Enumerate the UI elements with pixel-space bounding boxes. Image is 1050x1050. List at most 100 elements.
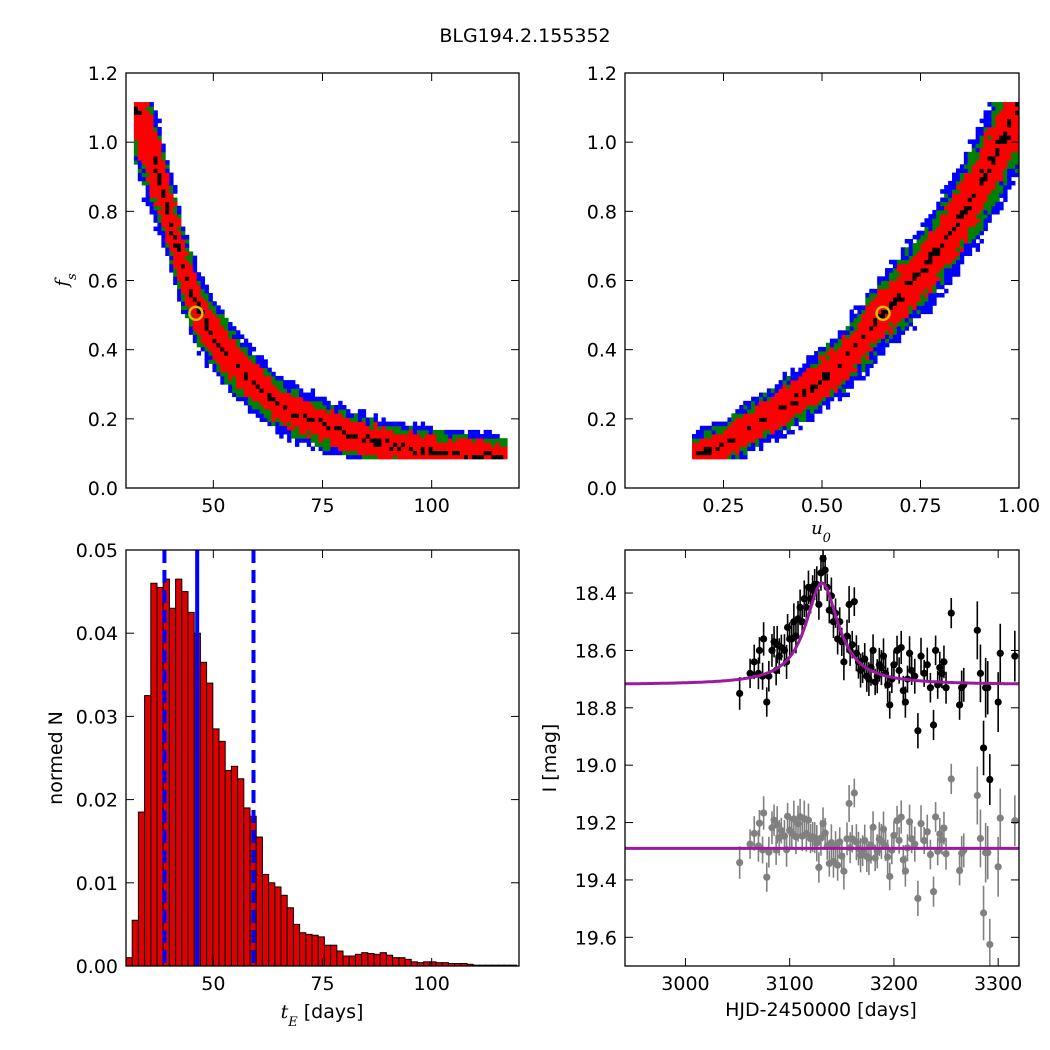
- likelihood-cell: [239, 359, 245, 364]
- likelihood-cell: [790, 409, 795, 414]
- likelihood-cell: [184, 297, 190, 302]
- likelihood-cell: [173, 268, 178, 273]
- data-point-upper-series: [798, 618, 806, 626]
- likelihood-cell: [177, 288, 182, 294]
- likelihood-cell: [719, 442, 724, 447]
- likelihood-cell: [141, 164, 147, 169]
- likelihood-cell: [963, 151, 969, 157]
- likelihood-cell: [940, 276, 945, 281]
- likelihood-cell: [141, 168, 147, 173]
- data-point-upper-series: [926, 684, 935, 692]
- likelihood-cell: [975, 168, 980, 173]
- likelihood-cell: [928, 226, 933, 232]
- likelihood-cell: [747, 446, 752, 452]
- likelihood-cell: [936, 222, 941, 227]
- likelihood-cell: [318, 417, 323, 422]
- likelihood-cell: [991, 193, 996, 198]
- fs-tE-ytick-label: 0.8: [88, 201, 118, 223]
- likelihood-cell: [452, 429, 457, 435]
- likelihood-cell: [955, 255, 961, 261]
- data-point-lower-series: [763, 873, 771, 881]
- likelihood-cell: [881, 288, 886, 294]
- likelihood-cell: [955, 272, 961, 277]
- likelihood-cell: [287, 429, 292, 435]
- likelihood-cell: [904, 239, 910, 244]
- likelihood-cell: [259, 359, 264, 364]
- likelihood-cell: [369, 429, 374, 435]
- likelihood-cell: [794, 417, 799, 422]
- model-curve-upper: [625, 581, 1019, 686]
- likelihood-cell: [165, 230, 170, 236]
- likelihood-cell: [766, 400, 772, 406]
- likelihood-cell: [302, 434, 308, 439]
- likelihood-cell: [165, 185, 170, 190]
- likelihood-cell: [782, 392, 787, 398]
- likelihood-cell: [259, 384, 264, 389]
- likelihood-cell: [228, 346, 233, 352]
- data-point-upper-series: [763, 698, 771, 706]
- likelihood-cell: [440, 429, 445, 435]
- likelihood-cell: [141, 122, 147, 128]
- likelihood-cell: [944, 234, 949, 240]
- likelihood-cell: [849, 346, 854, 352]
- likelihood-cell: [232, 392, 237, 398]
- likelihood-cell: [228, 367, 233, 373]
- likelihood-cell: [715, 425, 720, 431]
- likelihood-cell: [357, 409, 363, 414]
- likelihood-cell: [908, 247, 914, 252]
- likelihood-cell: [389, 425, 394, 431]
- likelihood-cell: [979, 164, 984, 169]
- likelihood-cell: [145, 172, 150, 178]
- likelihood-cell: [369, 450, 374, 456]
- likelihood-cell: [888, 268, 894, 273]
- likelihood-cell: [236, 346, 241, 352]
- likelihood-cell: [149, 114, 154, 120]
- likelihood-cell: [739, 442, 744, 447]
- likelihood-cell: [829, 355, 835, 360]
- likelihood-cell: [743, 446, 748, 452]
- likelihood-cell: [408, 434, 414, 439]
- likelihood-cell: [806, 359, 811, 364]
- likelihood-cell: [141, 110, 147, 115]
- likelihood-cell: [806, 392, 811, 398]
- likelihood-cell: [900, 284, 906, 290]
- likelihood-cell: [216, 313, 221, 319]
- likelihood-cell: [944, 185, 949, 190]
- likelihood-cell: [338, 434, 343, 439]
- likelihood-cell: [802, 388, 807, 393]
- likelihood-cell: [361, 446, 367, 452]
- likelihood-cell: [814, 405, 819, 410]
- likelihood-cell: [987, 218, 992, 223]
- likelihood-cell: [928, 255, 933, 261]
- likelihood-cell: [873, 322, 878, 327]
- likelihood-cell: [755, 442, 760, 447]
- likelihood-cell: [302, 438, 308, 443]
- likelihood-cell: [841, 388, 847, 393]
- likelihood-cell: [818, 351, 823, 356]
- histogram-bar: [354, 953, 363, 967]
- likelihood-cell: [298, 434, 304, 439]
- likelihood-cell: [397, 434, 402, 439]
- likelihood-cell: [955, 230, 961, 236]
- likelihood-cell: [983, 176, 988, 182]
- light-curve-ytick-label: 19.4: [575, 870, 617, 892]
- data-point-lower-series: [976, 834, 985, 843]
- likelihood-cell: [735, 446, 740, 452]
- likelihood-cell: [1015, 164, 1020, 169]
- likelihood-cell: [920, 222, 925, 227]
- likelihood-cell: [208, 334, 213, 339]
- likelihood-cell: [912, 268, 917, 273]
- likelihood-cell: [719, 434, 724, 439]
- likelihood-cell: [711, 434, 717, 439]
- likelihood-cell: [822, 375, 827, 381]
- likelihood-cell: [397, 442, 402, 447]
- likelihood-cell: [157, 176, 162, 182]
- data-point-lower-series: [750, 829, 758, 838]
- likelihood-cell: [1003, 151, 1008, 157]
- likelihood-cell: [837, 359, 843, 364]
- likelihood-cell: [373, 434, 378, 439]
- histogram-bar: [199, 661, 208, 967]
- likelihood-cell: [766, 417, 772, 422]
- histogram-bar: [125, 957, 133, 967]
- likelihood-cell: [723, 454, 728, 460]
